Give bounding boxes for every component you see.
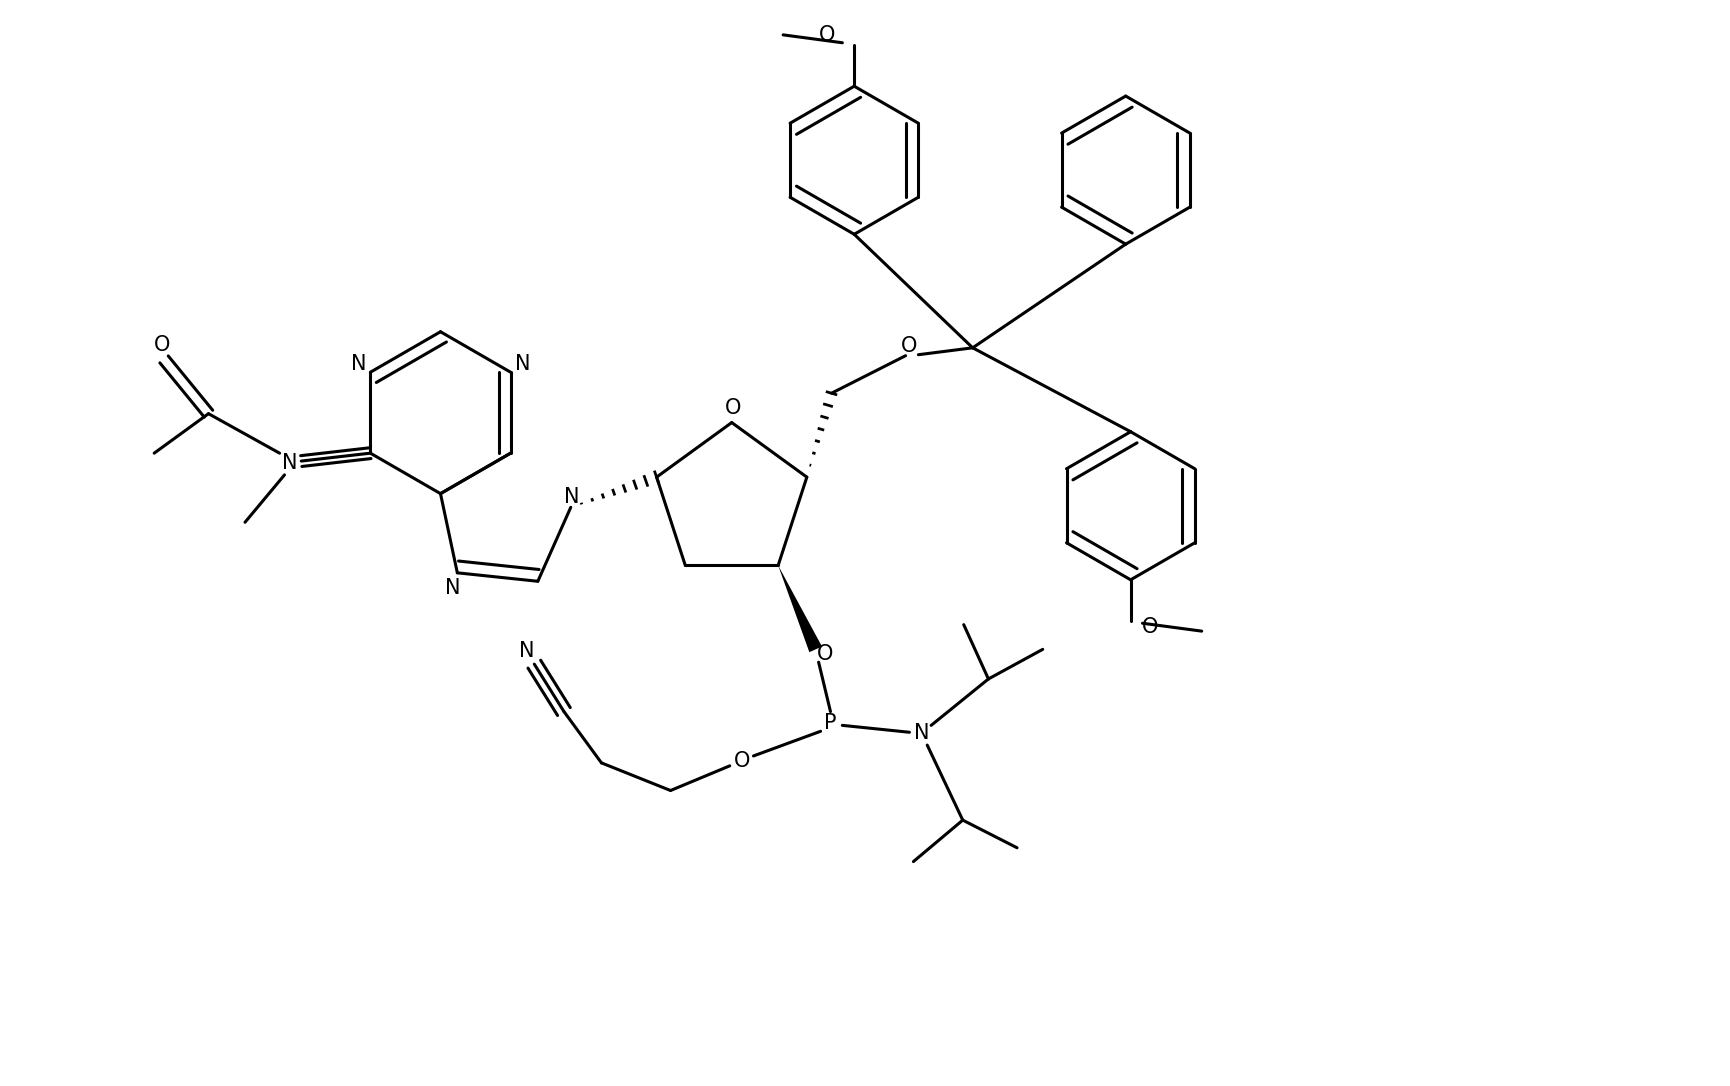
Text: O: O [901, 336, 917, 356]
Text: O: O [734, 750, 749, 771]
Text: O: O [818, 25, 836, 45]
Text: O: O [817, 644, 834, 665]
Text: N: N [519, 642, 535, 661]
Text: N: N [516, 354, 529, 375]
Text: P: P [823, 714, 837, 733]
Text: N: N [564, 488, 580, 507]
Text: N: N [351, 354, 367, 375]
Text: N: N [445, 578, 460, 597]
Text: O: O [725, 397, 740, 418]
Text: N: N [913, 723, 929, 743]
Text: N: N [282, 453, 298, 473]
Text: O: O [154, 334, 170, 354]
Text: O: O [1142, 617, 1159, 637]
Polygon shape [778, 566, 822, 653]
